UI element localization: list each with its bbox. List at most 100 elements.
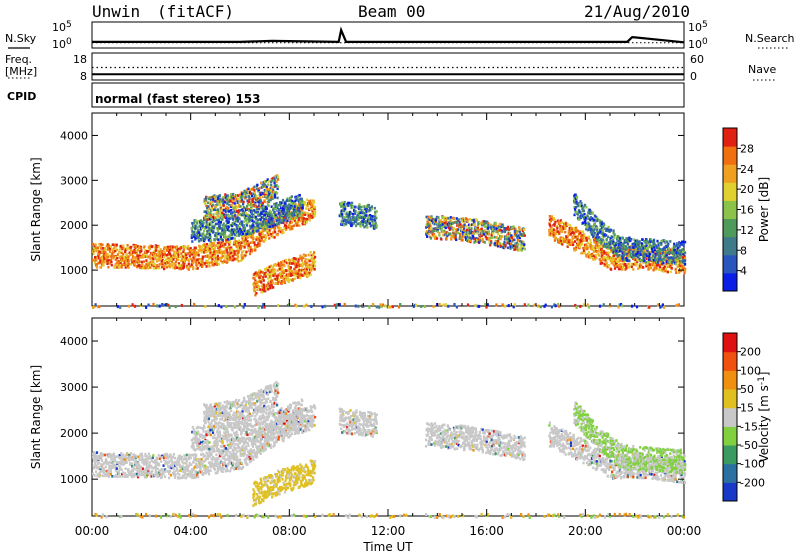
echo-cell [206, 204, 209, 208]
echo-cell [251, 219, 254, 222]
echo-cell [240, 232, 243, 235]
echo-cell [357, 204, 361, 208]
echo-cell [454, 235, 457, 239]
echo-cell [368, 222, 371, 225]
echo-cell [132, 251, 135, 254]
echo-cell [236, 205, 239, 209]
echo-cell [289, 196, 292, 200]
echo-cell [199, 228, 202, 232]
echo-cell [298, 224, 301, 227]
echo-cell [212, 230, 215, 234]
echo-cell [595, 236, 598, 240]
echo-cell [632, 268, 635, 271]
echo-cell [261, 232, 264, 236]
echo-cell [172, 266, 175, 269]
echo-cell [581, 207, 584, 211]
echo-cell [582, 206, 585, 209]
echo-cell [243, 217, 247, 220]
echo-cell [135, 260, 139, 264]
echo-cell [580, 239, 584, 243]
echo-cell [367, 204, 370, 207]
echo-cell [170, 262, 174, 265]
echo-cell [224, 236, 227, 239]
echo-cell [586, 247, 589, 251]
echo-cell [257, 189, 260, 193]
echo-cell [195, 234, 198, 238]
echo-cell [583, 216, 586, 219]
echo-cell [272, 224, 275, 228]
echo-cell [231, 201, 234, 204]
echo-cell [273, 277, 276, 281]
echo-cell [463, 223, 466, 227]
echo-cell [605, 243, 608, 246]
echo-cell [222, 226, 225, 230]
echo-cell [256, 220, 259, 224]
echo-cell [494, 242, 497, 245]
echo-cell [311, 199, 314, 202]
echo-cell [222, 208, 225, 212]
echo-cell [134, 257, 137, 261]
echo-cell [215, 250, 218, 253]
echo-cell [280, 201, 283, 205]
echo-cell [231, 236, 234, 240]
echo-cell [258, 269, 261, 272]
echo-cell [550, 217, 553, 220]
echo-cell [275, 184, 278, 187]
beam-title: Beam 00 [358, 2, 425, 21]
echo-cell [149, 266, 152, 269]
echo-cell [195, 253, 198, 256]
echo-cell [311, 259, 314, 262]
echo-cell [595, 215, 598, 219]
echo-cell [584, 218, 587, 222]
echo-cell [280, 210, 283, 214]
echo-cell [358, 207, 361, 210]
echo-cell [573, 235, 576, 239]
echo-cell [296, 222, 299, 225]
echo-cell [243, 224, 246, 227]
echo-cell [225, 248, 228, 252]
echo-cell [290, 272, 293, 275]
echo-cell [252, 215, 255, 218]
echo-cell [186, 266, 189, 270]
noise-series-nsky [92, 26, 685, 44]
echo-cell [212, 263, 215, 267]
echo-cell [285, 221, 288, 224]
echo-cell [276, 275, 279, 279]
echo-cell [254, 272, 257, 276]
echo-cell [216, 218, 219, 222]
echo-cell [238, 209, 241, 212]
echo-cell [147, 255, 150, 259]
echo-cell [168, 248, 171, 252]
echo-cell [95, 246, 98, 249]
echo-cell [634, 239, 637, 243]
echo-cell [461, 220, 464, 223]
echo-cell [271, 197, 274, 201]
echo-cell [558, 232, 561, 236]
echo-cell [282, 221, 285, 225]
power-panel-echo-band [203, 174, 280, 222]
echo-cell [119, 256, 122, 260]
echo-cell [255, 238, 258, 241]
echo-cell [264, 235, 267, 238]
echo-cell [272, 206, 275, 210]
echo-cell [282, 204, 286, 208]
echo-cell [191, 253, 194, 256]
echo-cell [274, 277, 277, 281]
echo-cell [266, 231, 269, 235]
echo-cell [429, 221, 432, 224]
echo-cell [167, 247, 170, 250]
echo-cell [193, 235, 196, 238]
echo-cell [135, 251, 138, 254]
echo-cell [509, 225, 513, 229]
echo-cell [476, 226, 479, 230]
echo-cell [253, 289, 256, 293]
echo-cell [272, 235, 275, 239]
echo-cell [632, 254, 635, 257]
echo-cell [644, 254, 647, 258]
echo-cell [203, 233, 206, 237]
echo-cell [214, 257, 217, 260]
echo-cell [104, 250, 107, 253]
echo-cell [196, 222, 199, 225]
echo-cell [175, 245, 179, 248]
echo-cell [168, 250, 171, 254]
